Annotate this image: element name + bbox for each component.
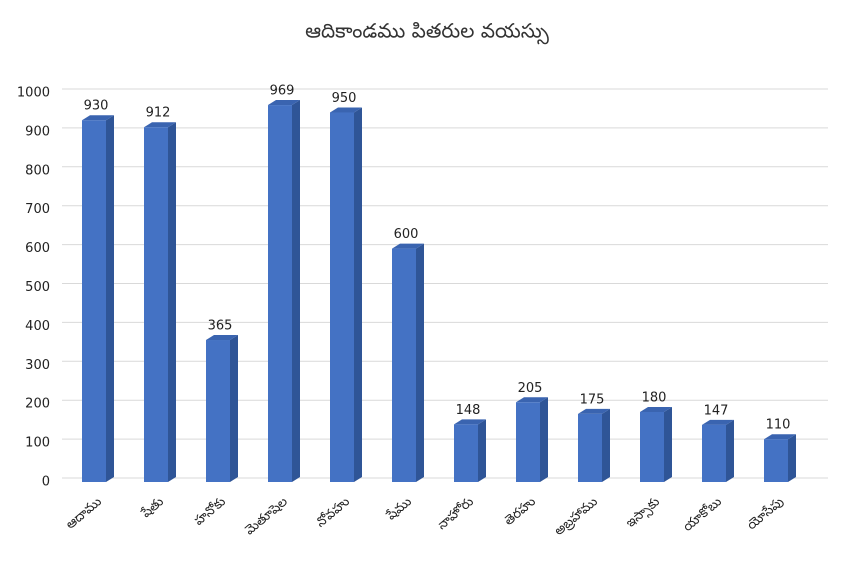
data-label: 180 <box>642 390 667 405</box>
bar <box>454 424 478 482</box>
data-label: 912 <box>146 106 171 121</box>
bar-side <box>478 419 486 482</box>
bar-top <box>268 100 300 106</box>
bar-top <box>702 419 734 425</box>
x-tick-label: షేము <box>383 494 415 524</box>
x-tick-label: యోసేపు <box>744 494 786 533</box>
bar-side <box>664 406 672 482</box>
bar <box>578 413 602 482</box>
bar <box>144 127 168 483</box>
data-label: 600 <box>394 227 419 242</box>
bar-top <box>516 397 548 403</box>
bar-side <box>416 243 424 482</box>
bar <box>640 411 664 482</box>
bar <box>764 439 788 482</box>
x-tick-label: ఇస్సాకు <box>623 494 664 532</box>
y-tick-label: 1000 <box>17 86 50 101</box>
data-label: 205 <box>518 381 543 396</box>
bar-side <box>230 335 238 482</box>
x-tick-label: అబ్రహాము <box>552 494 602 539</box>
bar-side <box>106 115 114 482</box>
x-tick-label: షేతు <box>138 494 167 522</box>
bar <box>330 112 354 482</box>
y-tick-label: 100 <box>25 436 50 451</box>
data-label: 148 <box>456 403 481 418</box>
data-label: 147 <box>704 403 729 418</box>
bar-top <box>330 107 362 113</box>
bar-top <box>764 434 796 440</box>
bar-side <box>788 434 796 482</box>
data-label: 950 <box>332 91 357 106</box>
y-tick-label: 700 <box>25 202 50 217</box>
bar-side <box>602 408 610 482</box>
bar-top <box>640 406 672 412</box>
bar-side <box>354 107 362 482</box>
data-label: 110 <box>766 418 791 433</box>
y-tick-label: 400 <box>25 319 50 334</box>
bar-top <box>82 115 114 121</box>
y-tick-label: 800 <box>25 163 50 178</box>
y-tick-label: 0 <box>42 475 50 490</box>
bar <box>206 340 230 482</box>
x-tick-label: యాకోబు <box>680 493 725 535</box>
x-tick-label: హనోకు <box>192 494 230 529</box>
y-tick-label: 500 <box>25 280 50 295</box>
bar <box>82 120 106 482</box>
bar <box>392 248 416 482</box>
bar-top <box>454 419 486 425</box>
bar <box>268 105 292 483</box>
chart-title: ఆదికాండము పితరుల వయస్సు <box>305 19 550 45</box>
x-tick-label: ఆదాము <box>63 494 105 533</box>
bar-top <box>392 243 424 249</box>
data-label: 175 <box>580 392 605 407</box>
bar-side <box>540 397 548 482</box>
y-tick-label: 600 <box>25 241 50 256</box>
data-label: 969 <box>270 84 295 99</box>
bar <box>516 402 540 482</box>
y-tick-label: 300 <box>25 358 50 373</box>
bar-top <box>206 335 238 341</box>
data-label: 365 <box>208 319 233 334</box>
y-tick-label: 900 <box>25 124 50 139</box>
x-tick-label: తెరహు <box>502 494 539 529</box>
y-tick-label: 200 <box>25 397 50 412</box>
bar-side <box>168 122 176 483</box>
bar-side <box>292 100 300 483</box>
x-tick-label: నాహోరు <box>434 493 477 533</box>
x-tick-label: నోవహు <box>313 494 353 531</box>
bar <box>702 424 726 482</box>
bar-top <box>578 408 610 414</box>
bar-side <box>726 419 734 482</box>
x-tick-label: మెతూషెల <box>242 494 291 538</box>
bar-top <box>144 122 176 128</box>
data-label: 930 <box>84 99 109 114</box>
